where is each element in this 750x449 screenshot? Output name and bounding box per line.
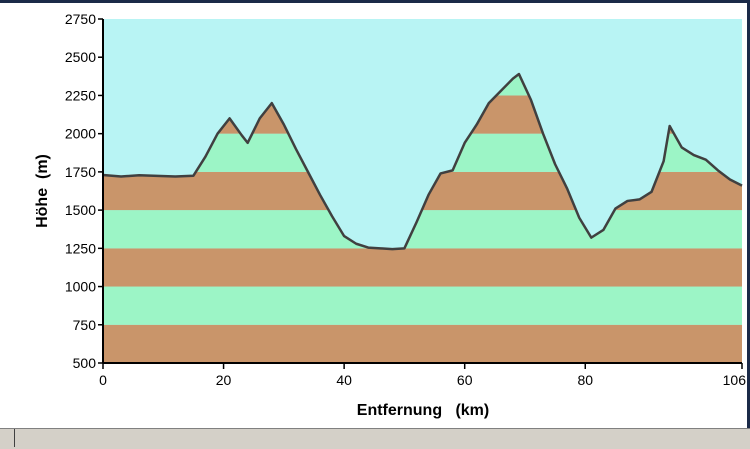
window-top-border bbox=[0, 0, 750, 3]
y-tick-label: 2750 bbox=[65, 11, 96, 27]
x-axis-title: Entfernung (km) bbox=[357, 402, 489, 419]
x-tick-label: 0 bbox=[99, 372, 107, 388]
y-tick-label: 500 bbox=[73, 355, 97, 371]
x-tick-label: 60 bbox=[457, 372, 473, 388]
y-tick-label: 2500 bbox=[65, 49, 96, 65]
window-right-border bbox=[747, 0, 750, 430]
y-tick-label: 750 bbox=[73, 317, 97, 333]
y-tick-label: 2250 bbox=[65, 87, 96, 103]
x-tick-label: 106 bbox=[723, 372, 747, 388]
x-axis-ticks: 0 20 40 60 80 106 bbox=[99, 363, 746, 388]
y-tick-label: 2000 bbox=[65, 126, 96, 142]
y-tick-label: 1000 bbox=[65, 279, 96, 295]
elevation-profile-line bbox=[102, 72, 743, 251]
y-tick-label: 1250 bbox=[65, 240, 96, 256]
elevation-band bbox=[103, 286, 742, 325]
x-tick-label: 80 bbox=[577, 372, 593, 388]
elevation-band bbox=[103, 248, 742, 287]
y-axis-ticks: 500 750 1000 1250 1500 1750 2000 2250 2500 2750 bbox=[65, 11, 103, 371]
y-tick-label: 1500 bbox=[65, 202, 96, 218]
elevation-profile-chart: 500 750 1000 1250 1500 1750 2000 2250 2500 2750 0… bbox=[34, 11, 746, 419]
x-tick-label: 40 bbox=[336, 372, 352, 388]
y-axis-title: Höhe (m) bbox=[34, 154, 51, 228]
window-bottom-frame bbox=[0, 428, 750, 449]
elevation-band bbox=[103, 210, 742, 249]
axes bbox=[102, 19, 742, 364]
x-tick-label: 20 bbox=[216, 372, 232, 388]
elevation-band bbox=[103, 324, 742, 363]
window-bottom-panel bbox=[14, 429, 750, 447]
y-tick-label: 1750 bbox=[65, 164, 96, 180]
